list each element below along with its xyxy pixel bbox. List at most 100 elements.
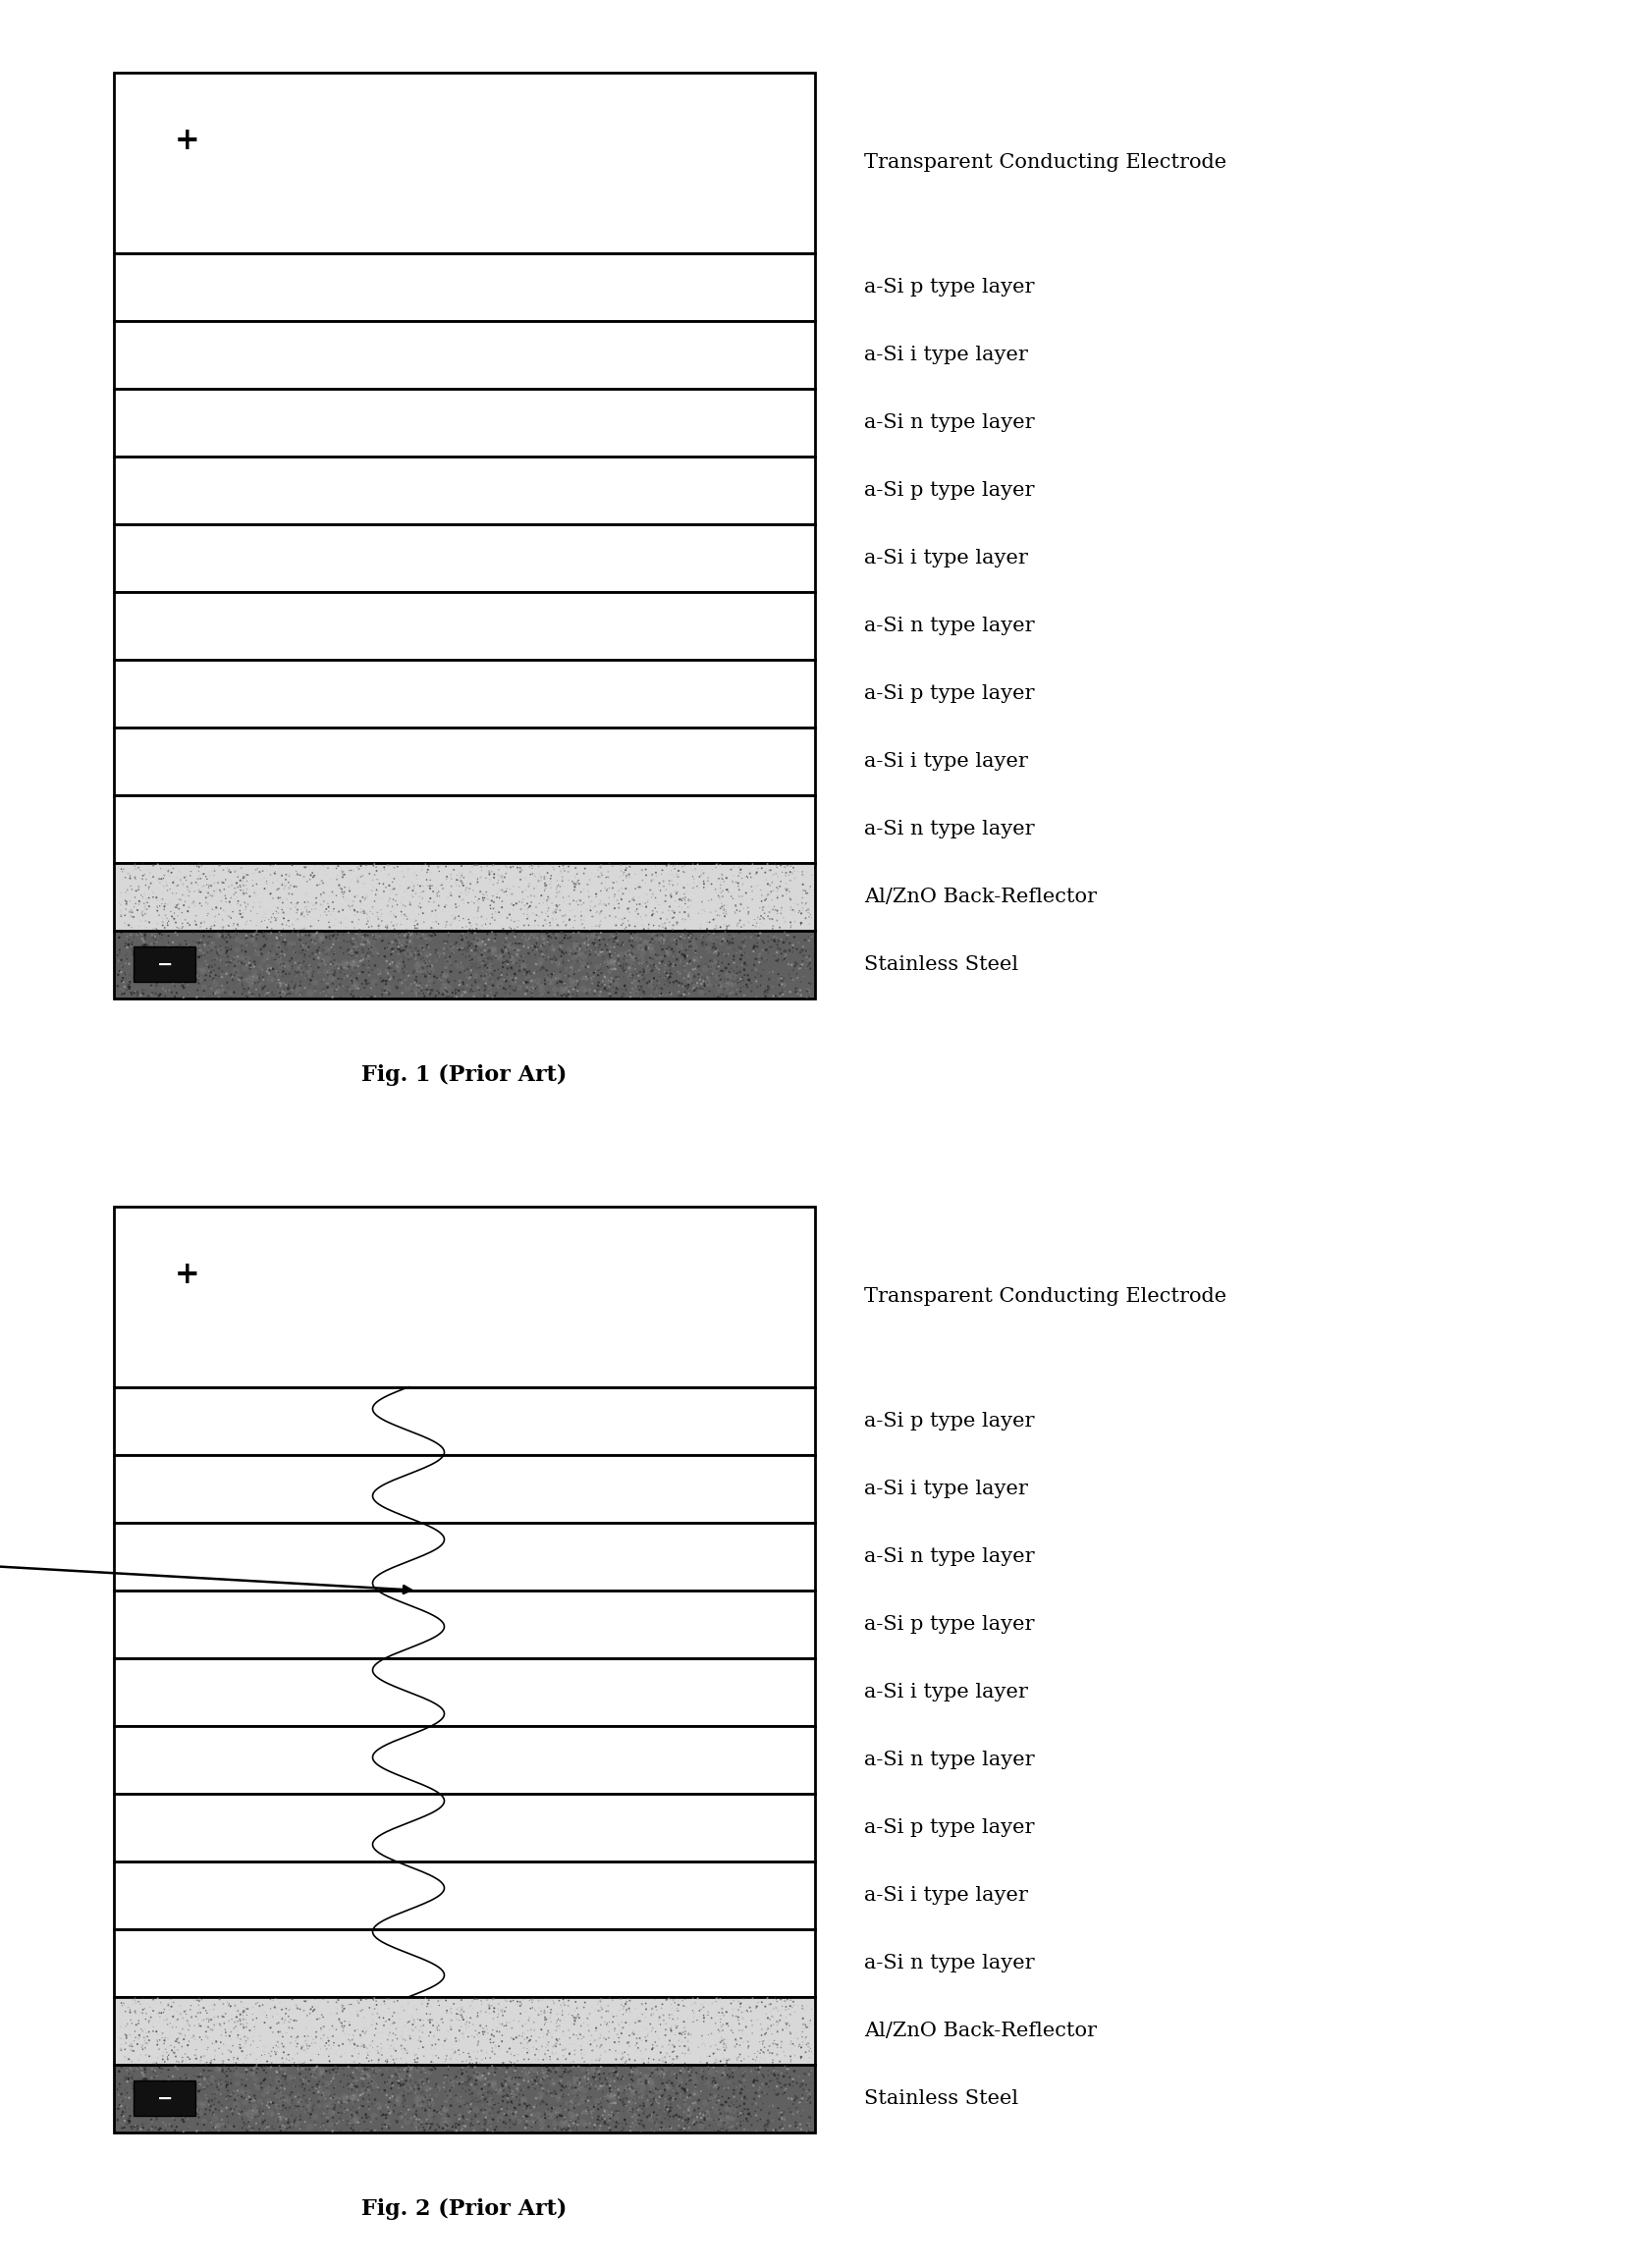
Point (660, 907, 686, 943)
Point (171, 943, 197, 980)
Point (691, 2000, 717, 2037)
Point (778, 2066, 804, 2102)
Point (725, 857, 751, 894)
Point (686, 957, 712, 993)
Point (318, 943, 344, 980)
Point (587, 903, 613, 939)
Point (642, 2014, 668, 2050)
Point (626, 2003, 652, 2039)
Point (170, 905, 196, 941)
Point (155, 907, 181, 943)
Point (158, 930, 184, 966)
Point (458, 2082, 484, 2118)
Point (168, 2087, 194, 2123)
Point (530, 912, 556, 948)
Point (686, 943, 712, 980)
Point (233, 2053, 259, 2089)
Point (401, 907, 427, 943)
Point (587, 907, 613, 943)
Point (771, 903, 797, 939)
Point (430, 2091, 456, 2127)
Point (391, 2080, 417, 2116)
Point (435, 919, 461, 955)
Point (535, 2109, 561, 2146)
Point (112, 896, 139, 932)
Point (628, 898, 654, 934)
Point (742, 2003, 768, 2039)
Point (285, 885, 311, 921)
Point (372, 873, 398, 909)
Point (427, 1982, 453, 2019)
Point (437, 2009, 463, 2046)
Point (492, 975, 518, 1012)
Point (794, 2105, 820, 2141)
Point (290, 2050, 316, 2087)
Point (173, 857, 199, 894)
Point (333, 934, 359, 971)
Point (474, 2021, 500, 2057)
Point (481, 889, 507, 925)
Point (663, 855, 689, 891)
Point (716, 2064, 742, 2100)
Point (422, 978, 448, 1014)
Point (769, 2075, 795, 2112)
Point (194, 1996, 220, 2032)
Point (655, 2028, 681, 2064)
Point (595, 2005, 621, 2041)
Point (531, 864, 557, 900)
Point (346, 955, 372, 991)
Point (569, 962, 595, 998)
Point (450, 882, 476, 919)
Point (227, 2030, 253, 2066)
Point (629, 862, 655, 898)
Point (313, 2025, 339, 2062)
Point (199, 2003, 225, 2039)
Point (605, 2077, 631, 2114)
Point (231, 2019, 258, 2055)
Point (303, 978, 329, 1014)
Point (766, 2043, 792, 2080)
Point (220, 907, 246, 943)
Point (289, 2030, 315, 2066)
Point (608, 2071, 634, 2107)
Point (463, 932, 489, 968)
Point (406, 2030, 432, 2066)
Point (652, 955, 678, 991)
Point (660, 900, 686, 937)
Point (632, 2023, 659, 2059)
Point (792, 2007, 818, 2043)
Point (706, 934, 732, 971)
Point (794, 943, 820, 980)
Point (584, 2009, 610, 2046)
Point (737, 1989, 763, 2025)
Point (275, 889, 302, 925)
Point (313, 978, 339, 1014)
Point (701, 934, 727, 971)
Point (707, 925, 734, 962)
Point (108, 2105, 134, 2141)
Point (672, 875, 698, 912)
Point (489, 962, 515, 998)
Point (670, 2112, 696, 2148)
Point (706, 898, 732, 934)
Point (122, 1994, 148, 2030)
Point (284, 869, 310, 905)
Point (456, 2062, 482, 2098)
Point (548, 853, 574, 889)
Point (544, 2098, 570, 2134)
Point (652, 907, 678, 943)
Point (745, 928, 771, 964)
Point (329, 2025, 355, 2062)
Point (249, 2102, 275, 2139)
Point (412, 916, 438, 953)
Point (689, 885, 716, 921)
Point (523, 896, 549, 932)
Point (233, 907, 259, 943)
Point (264, 2100, 290, 2136)
Point (569, 2096, 595, 2132)
Point (792, 887, 818, 923)
Point (541, 978, 567, 1014)
Point (344, 966, 370, 1002)
Point (117, 855, 143, 891)
Point (605, 943, 631, 980)
